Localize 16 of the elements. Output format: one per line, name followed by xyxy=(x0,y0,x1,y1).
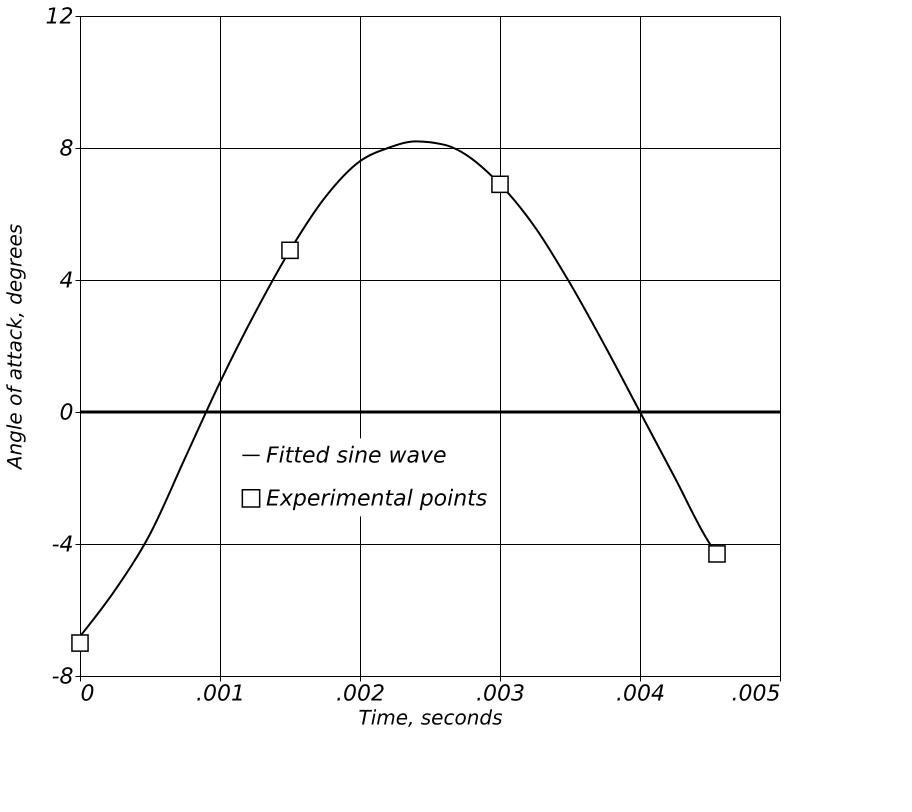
x-tick-label: .001 xyxy=(196,682,245,706)
x-axis-title: Time, seconds xyxy=(358,706,503,730)
x-tick-label: 0 xyxy=(80,682,94,706)
x-tick-label: .005 xyxy=(732,682,780,706)
x-tick-label: .003 xyxy=(476,682,525,706)
legend-label: Experimental points xyxy=(266,486,488,512)
y-tick-label: 4 xyxy=(60,268,74,294)
legend-label: Fitted sine wave xyxy=(266,443,447,468)
y-tick-label: 12 xyxy=(46,4,74,30)
y-tick-label: -4 xyxy=(52,532,74,558)
y-tick-label: 0 xyxy=(60,400,74,426)
y-tick-label: 8 xyxy=(60,136,74,162)
x-tick-label: .004 xyxy=(616,682,665,706)
y-axis-title: Angle of attack, degrees xyxy=(2,224,27,472)
y-tick-label: -8 xyxy=(52,664,74,690)
x-tick-label: .002 xyxy=(336,682,385,706)
